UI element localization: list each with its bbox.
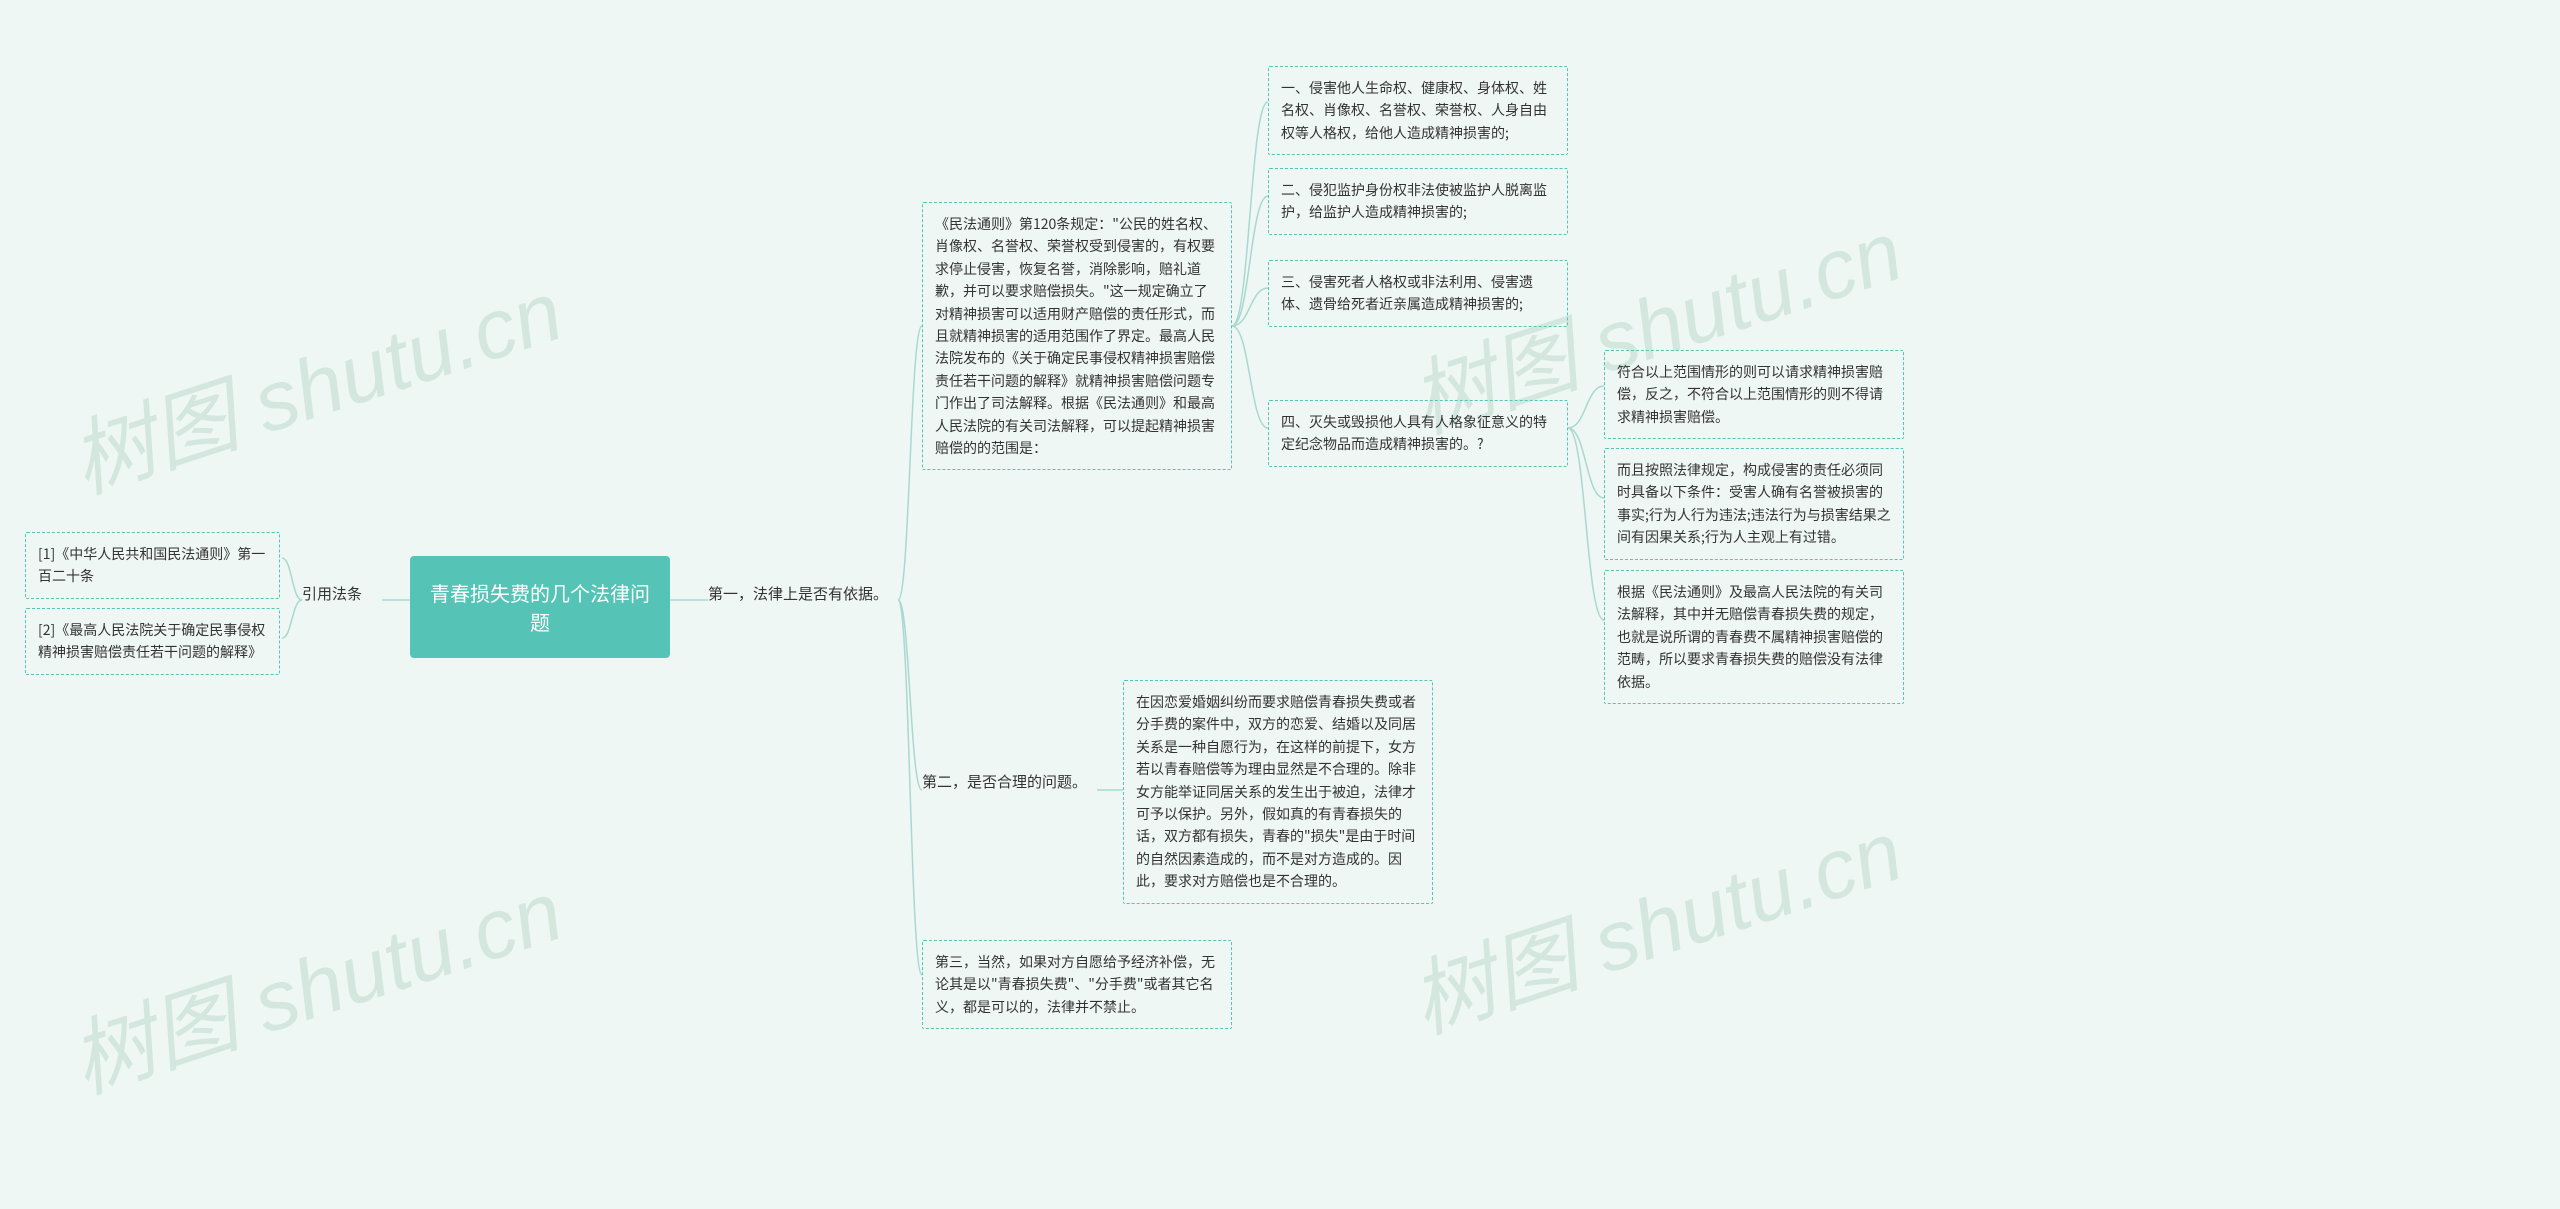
watermark: 树图 shutu.cn [54, 244, 575, 516]
watermark: 树图 shutu.cn [1394, 784, 1915, 1056]
node-second[interactable]: 第二，是否合理的问题。 [922, 770, 1097, 794]
mindmap-canvas: 树图 shutu.cn 树图 shutu.cn 树图 shutu.cn 树图 s… [0, 0, 2560, 1209]
node-law-120[interactable]: 《民法通则》第120条规定："公民的姓名权、肖像权、名誉权、荣誉权受到侵害的，有… [922, 202, 1232, 470]
node-second-detail[interactable]: 在因恋爱婚姻纠纷而要求赔偿青春损失费或者分手费的案件中，双方的恋爱、结婚以及同居… [1123, 680, 1433, 904]
node-scope-4c[interactable]: 根据《民法通则》及最高人民法院的有关司法解释，其中并无赔偿青春损失费的规定，也就… [1604, 570, 1904, 704]
node-citation-1[interactable]: [1]《中华人民共和国民法通则》第一百二十条 [25, 532, 280, 599]
node-third[interactable]: 第三，当然，如果对方自愿给予经济补偿，无论其是以"青春损失费"、"分手费"或者其… [922, 940, 1232, 1029]
node-citation-2[interactable]: [2]《最高人民法院关于确定民事侵权精神损害赔偿责任若干问题的解释》 [25, 608, 280, 675]
node-citations[interactable]: 引用法条 [302, 582, 382, 606]
node-scope-4a[interactable]: 符合以上范围情形的则可以请求精神损害赔偿，反之，不符合以上范围情形的则不得请求精… [1604, 350, 1904, 439]
node-scope-4[interactable]: 四、灭失或毁损他人具有人格象征意义的特定纪念物品而造成精神损害的。? [1268, 400, 1568, 467]
watermark: 树图 shutu.cn [54, 844, 575, 1116]
node-scope-3[interactable]: 三、侵害死者人格权或非法利用、侵害遗体、遗骨给死者近亲属造成精神损害的; [1268, 260, 1568, 327]
node-scope-1[interactable]: 一、侵害他人生命权、健康权、身体权、姓名权、肖像权、名誉权、荣誉权、人身自由权等… [1268, 66, 1568, 155]
node-scope-2[interactable]: 二、侵犯监护身份权非法使被监护人脱离监护，给监护人造成精神损害的; [1268, 168, 1568, 235]
node-first[interactable]: 第一，法律上是否有依据。 [708, 582, 898, 606]
node-scope-4b[interactable]: 而且按照法律规定，构成侵害的责任必须同时具备以下条件：受害人确有名誉被损害的事实… [1604, 448, 1904, 560]
root-node[interactable]: 青春损失费的几个法律问题 [410, 556, 670, 658]
